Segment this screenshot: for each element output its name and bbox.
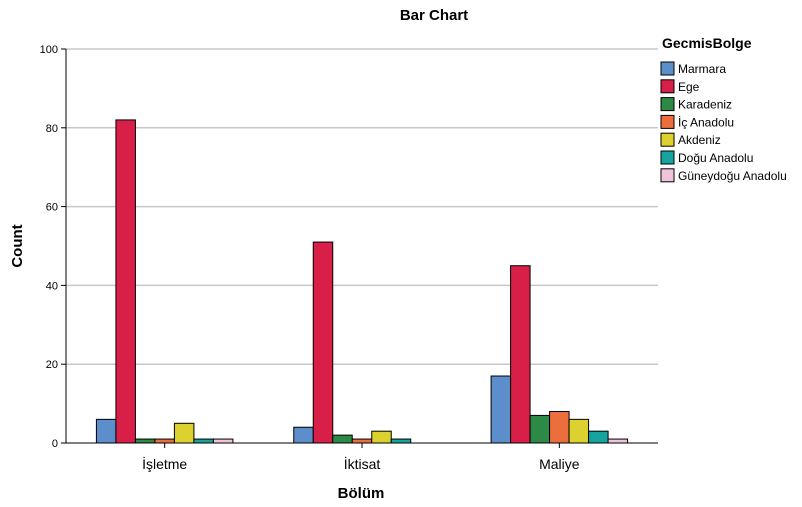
legend-swatch <box>660 61 675 76</box>
legend-label: Doğu Anadolu <box>678 151 753 165</box>
legend-label: Marmara <box>678 62 726 76</box>
bar <box>549 410 570 444</box>
bar <box>134 438 156 444</box>
bar <box>212 438 234 444</box>
legend-label: İç Anadolu <box>678 115 734 129</box>
x-category-label: Maliye <box>539 456 580 472</box>
y-tick-label: 80 <box>46 123 58 135</box>
legend-label: Akdeniz <box>678 133 721 147</box>
legend-swatch <box>660 97 675 112</box>
legend-label: Ege <box>678 80 700 94</box>
y-tick-label: 20 <box>46 359 58 371</box>
legend-label: Güneydoğu Anadolu <box>678 169 787 183</box>
legend-label: Karadeniz <box>678 98 732 112</box>
bar <box>312 241 334 444</box>
bars <box>95 119 629 444</box>
y-tick-label: 0 <box>52 438 58 450</box>
bar <box>332 434 353 444</box>
bar <box>193 438 214 444</box>
bar <box>529 414 551 444</box>
chart-title: Bar Chart <box>400 7 468 24</box>
bar <box>154 438 175 444</box>
x-category-label: İktisat <box>344 455 381 472</box>
bar <box>568 418 590 444</box>
legend-swatch <box>660 168 675 183</box>
bar <box>390 438 412 444</box>
y-tick-label: 60 <box>46 202 58 214</box>
y-axis-title: Count <box>9 224 26 267</box>
legend-swatch <box>660 150 675 165</box>
legend: GecmisBolge Marmara Ege Karadeniz İç Anadol… <box>660 35 787 183</box>
bar <box>115 119 136 444</box>
bar <box>95 418 117 444</box>
bar <box>510 265 531 444</box>
bar <box>293 426 314 444</box>
y-tick-label: 100 <box>40 44 58 56</box>
bar <box>371 430 392 444</box>
legend-swatch <box>660 132 675 147</box>
bar <box>490 375 512 444</box>
x-category-label: İşletme <box>142 455 187 472</box>
bar <box>351 438 373 444</box>
legend-swatch <box>660 114 675 129</box>
y-axis-ticks: 0 20 40 60 80 100 <box>40 44 66 450</box>
gridlines <box>66 48 658 365</box>
legend-swatch <box>660 79 675 94</box>
legend-title: GecmisBolge <box>662 35 752 51</box>
bar <box>173 422 195 444</box>
bar <box>607 438 629 444</box>
x-axis-categories: İşletme İktisat Maliye <box>142 443 580 472</box>
y-tick-label: 40 <box>46 280 58 292</box>
x-axis-title: Bölüm <box>338 485 385 502</box>
bar <box>588 430 609 444</box>
